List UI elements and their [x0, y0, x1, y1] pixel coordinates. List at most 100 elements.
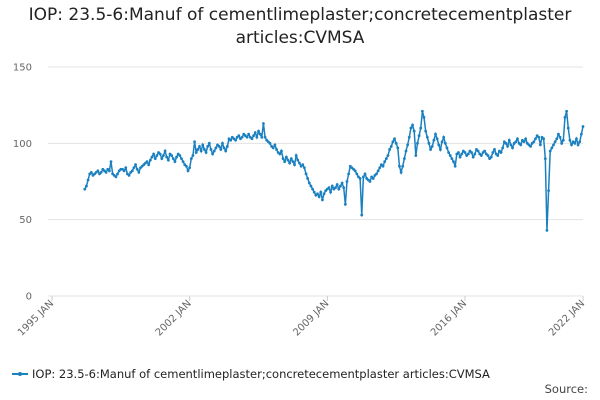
point	[225, 144, 229, 148]
point	[516, 137, 519, 141]
point	[211, 152, 215, 156]
point	[278, 152, 282, 156]
point	[271, 146, 275, 150]
point	[378, 166, 382, 170]
point	[389, 144, 393, 148]
point	[160, 157, 164, 161]
point	[306, 177, 310, 180]
point	[393, 137, 396, 141]
point	[414, 154, 418, 157]
point	[196, 148, 200, 151]
point	[127, 173, 131, 177]
point	[199, 149, 203, 153]
point	[209, 148, 213, 151]
point	[166, 158, 170, 162]
point	[511, 146, 514, 150]
point	[519, 143, 523, 147]
point	[563, 115, 567, 119]
point	[416, 141, 419, 145]
point	[457, 151, 460, 154]
point	[363, 172, 367, 176]
point	[434, 132, 437, 136]
point	[399, 170, 403, 174]
point	[412, 129, 416, 133]
point	[353, 169, 357, 173]
point	[289, 157, 293, 161]
point	[347, 172, 351, 176]
point	[404, 149, 408, 153]
point	[565, 109, 569, 113]
point	[114, 175, 118, 179]
point	[219, 148, 223, 151]
y-tick-label: 100	[13, 139, 32, 150]
point	[153, 157, 157, 161]
point	[165, 155, 169, 159]
point	[534, 137, 537, 141]
point	[309, 184, 313, 188]
point	[247, 132, 251, 136]
point	[452, 160, 455, 164]
point	[245, 135, 249, 139]
point	[388, 148, 392, 151]
point	[361, 175, 365, 179]
point	[204, 151, 208, 154]
point	[568, 138, 572, 142]
point	[329, 190, 333, 194]
point	[122, 169, 126, 173]
point	[507, 138, 511, 142]
point	[198, 144, 201, 148]
point	[506, 144, 510, 148]
point	[257, 129, 260, 133]
point	[422, 115, 426, 119]
point	[448, 154, 452, 157]
point	[124, 166, 128, 170]
point	[281, 157, 285, 161]
point	[283, 160, 287, 164]
point	[234, 138, 237, 142]
point	[555, 137, 559, 141]
point	[398, 164, 401, 168]
point	[545, 228, 549, 232]
point	[250, 137, 254, 141]
point	[191, 154, 195, 157]
point	[175, 155, 178, 159]
point	[529, 144, 532, 148]
point	[548, 149, 552, 153]
point	[417, 134, 421, 138]
point	[570, 143, 573, 147]
point	[522, 140, 526, 144]
point	[301, 163, 305, 167]
point	[447, 151, 451, 154]
point	[355, 172, 359, 176]
point	[440, 140, 444, 144]
point	[268, 141, 272, 145]
point	[253, 131, 257, 135]
point	[396, 146, 400, 150]
point	[193, 140, 196, 144]
point	[419, 126, 423, 130]
point	[557, 132, 560, 136]
point	[424, 129, 428, 133]
point	[296, 158, 300, 162]
series-line	[84, 111, 584, 231]
point	[224, 149, 228, 153]
point	[453, 164, 457, 168]
point	[312, 190, 316, 194]
point	[560, 141, 564, 145]
point	[203, 148, 206, 151]
point	[194, 151, 198, 154]
point	[343, 203, 347, 206]
point	[573, 141, 577, 145]
point	[509, 143, 513, 147]
point	[155, 154, 159, 157]
point	[335, 183, 339, 186]
point	[137, 170, 141, 174]
point	[547, 189, 550, 193]
point	[109, 160, 113, 164]
point	[147, 163, 151, 167]
point	[432, 138, 436, 142]
point	[581, 125, 585, 128]
point	[273, 143, 277, 147]
point	[542, 137, 546, 141]
